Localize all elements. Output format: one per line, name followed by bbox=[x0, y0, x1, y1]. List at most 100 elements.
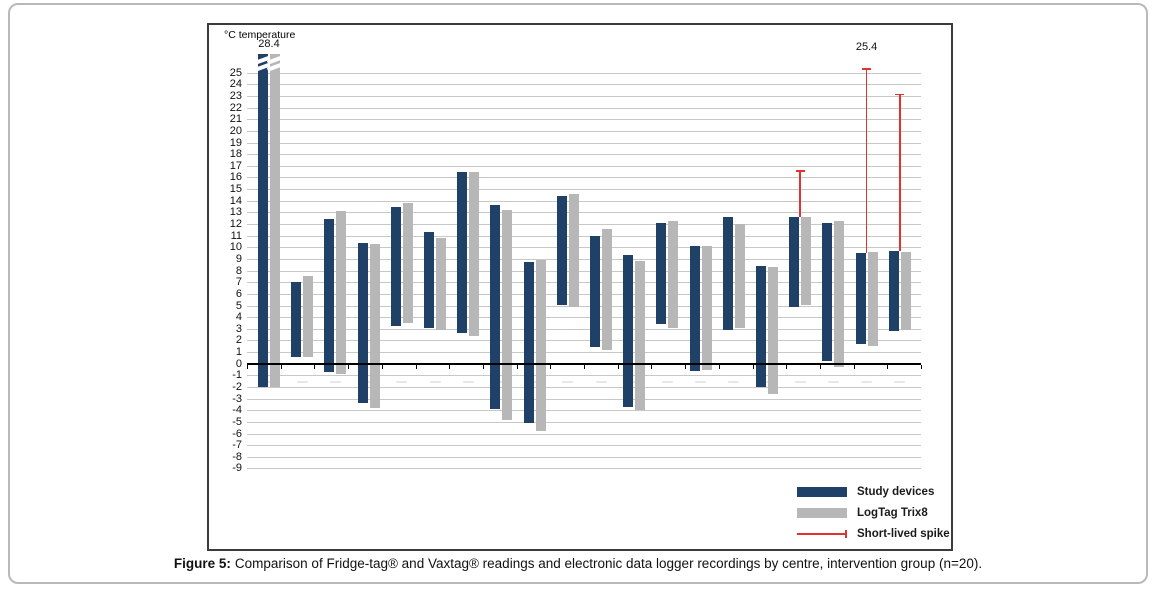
y-axis-tick-label: 5 bbox=[235, 299, 242, 312]
gridline bbox=[247, 224, 921, 226]
logtag-bar bbox=[535, 260, 546, 432]
y-axis-tick-label: 10 bbox=[229, 241, 242, 254]
x-axis-tick bbox=[786, 364, 788, 369]
y-axis-tick-label: 18 bbox=[229, 148, 242, 161]
logtag-bar bbox=[801, 217, 812, 306]
legend-label: Short-lived spike bbox=[857, 527, 950, 540]
spike-line-sample bbox=[797, 533, 846, 535]
gridline bbox=[247, 142, 921, 144]
study-devices-bar bbox=[390, 206, 401, 327]
logtag-bar bbox=[635, 261, 646, 411]
x-axis-tick bbox=[651, 364, 653, 369]
x-axis-tick bbox=[348, 364, 350, 369]
logtag-bar bbox=[502, 210, 513, 420]
y-axis-tick-label: 19 bbox=[229, 136, 242, 149]
spike-cap bbox=[862, 68, 872, 70]
x-axis-tick bbox=[516, 364, 518, 369]
gridline bbox=[247, 398, 921, 400]
y-axis-tick-label: -3 bbox=[232, 392, 242, 405]
gridline bbox=[247, 165, 921, 167]
study-devices-bar bbox=[556, 196, 567, 306]
study-devices-bar bbox=[756, 265, 766, 387]
gridline bbox=[247, 328, 921, 330]
y-axis-tick-label: 15 bbox=[229, 183, 242, 196]
legend-item-spike: Short-lived spike bbox=[797, 523, 950, 544]
x-axis-tick bbox=[449, 364, 451, 369]
logtag-bar bbox=[602, 228, 612, 350]
study-devices-bar bbox=[523, 262, 534, 424]
gridline bbox=[247, 468, 921, 470]
study-devices-bar bbox=[324, 219, 335, 372]
x-axis-label-ghost bbox=[628, 380, 640, 383]
logtag-bar bbox=[369, 243, 380, 408]
x-axis-label-ghost bbox=[529, 380, 541, 383]
spike-cap bbox=[795, 170, 805, 172]
study-devices-bar bbox=[490, 205, 501, 410]
y-axis-tick-label: 24 bbox=[229, 78, 242, 91]
gridline bbox=[247, 189, 921, 191]
caption-label: Figure 5: bbox=[173, 556, 231, 571]
gridline bbox=[247, 270, 921, 272]
study-devices-bar bbox=[888, 250, 899, 332]
study-devices-bar bbox=[357, 242, 368, 404]
x-axis-tick bbox=[381, 364, 383, 369]
x-axis-tick bbox=[617, 364, 619, 369]
gridline bbox=[247, 317, 921, 319]
x-axis-tick bbox=[853, 364, 855, 369]
y-axis-title: °C temperature bbox=[224, 29, 296, 41]
study-devices-bar bbox=[590, 235, 600, 348]
y-axis-tick-label: 16 bbox=[229, 171, 242, 184]
gridline bbox=[247, 72, 921, 74]
gridline bbox=[247, 340, 921, 342]
logtag-bar bbox=[668, 220, 679, 328]
study-devices-bar bbox=[291, 282, 302, 357]
x-axis-label-ghost bbox=[794, 380, 806, 383]
y-axis-tick-label: -2 bbox=[232, 380, 242, 393]
y-axis-tick-label: -5 bbox=[232, 415, 242, 428]
x-axis-label-ghost bbox=[462, 380, 474, 383]
y-axis-tick-label: -4 bbox=[232, 404, 242, 417]
x-axis-tick bbox=[314, 364, 316, 369]
gridline bbox=[247, 445, 921, 447]
y-axis-tick-label: 21 bbox=[229, 113, 242, 126]
gridline bbox=[247, 421, 921, 423]
y-axis-tick-label: 1 bbox=[235, 346, 242, 359]
study-devices-bar bbox=[258, 54, 268, 387]
x-axis-label-ghost bbox=[429, 380, 441, 383]
x-axis-line bbox=[247, 362, 921, 365]
gridline bbox=[247, 305, 921, 307]
x-axis-tick bbox=[550, 364, 552, 369]
gridline bbox=[247, 456, 921, 458]
gridline bbox=[247, 212, 921, 214]
logtag-bar bbox=[867, 251, 878, 347]
y-axis-tick-label: 2 bbox=[235, 334, 242, 347]
logtag-bar bbox=[568, 193, 579, 307]
study-devices-bar bbox=[623, 255, 634, 407]
x-axis-label-ghost bbox=[562, 380, 574, 383]
x-axis-tick bbox=[752, 364, 754, 369]
annotation-max-value: 28.4 bbox=[258, 38, 280, 50]
study-devices-bar bbox=[689, 246, 700, 371]
logtag-bar bbox=[270, 54, 280, 387]
x-axis-label-ghost bbox=[761, 380, 773, 383]
y-axis-tick-label: 12 bbox=[229, 218, 242, 231]
figure-panel: -9 -8 -7 -6 -5 -4 -3 -2 -1 0 1 2 3 4 5 6 7 8 9 10 11 12 13 14 15… bbox=[8, 3, 1148, 584]
gridline bbox=[247, 130, 921, 132]
study-devices-bar bbox=[424, 232, 434, 328]
logtag-bar bbox=[469, 171, 480, 336]
legend-swatch-study-devices bbox=[797, 486, 847, 497]
gridline bbox=[247, 84, 921, 86]
legend-label: Study devices bbox=[857, 485, 935, 498]
y-axis-tick-label: 25 bbox=[229, 66, 242, 79]
study-devices-bar bbox=[789, 217, 800, 307]
x-axis-label-ghost bbox=[263, 380, 275, 383]
x-axis-tick bbox=[415, 364, 417, 369]
spike-cap bbox=[895, 93, 905, 96]
gridline bbox=[247, 154, 921, 156]
legend-swatch-logtag bbox=[797, 507, 847, 518]
y-axis-tick-label: 13 bbox=[229, 206, 242, 219]
spike-line bbox=[865, 68, 868, 254]
gridline bbox=[247, 352, 921, 354]
x-axis-label-ghost bbox=[363, 380, 375, 383]
y-axis-tick-label: -7 bbox=[232, 439, 242, 452]
